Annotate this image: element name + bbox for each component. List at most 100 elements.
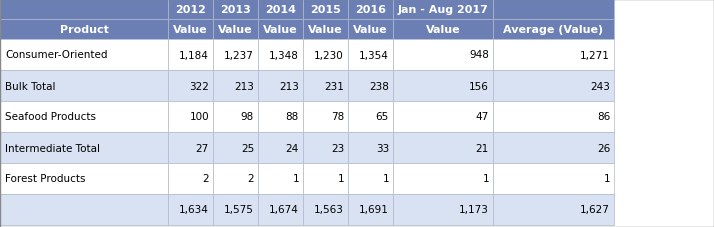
Bar: [0, 163, 168, 194]
Text: 2016: 2016: [355, 5, 386, 15]
Text: 88: 88: [286, 112, 299, 122]
Text: 78: 78: [331, 112, 344, 122]
Text: Average (Value): Average (Value): [503, 25, 603, 35]
Text: 1: 1: [338, 174, 344, 184]
Text: 2013: 2013: [220, 5, 251, 15]
Bar: [493, 0, 614, 20]
Text: 33: 33: [376, 143, 389, 153]
Text: 21: 21: [476, 143, 489, 153]
Bar: [393, 20, 493, 40]
Text: 238: 238: [369, 81, 389, 91]
Text: 156: 156: [469, 81, 489, 91]
Text: 65: 65: [376, 112, 389, 122]
Text: 100: 100: [189, 112, 209, 122]
Text: 1: 1: [292, 174, 299, 184]
Text: 1,691: 1,691: [359, 205, 389, 215]
Bar: [493, 20, 614, 40]
Bar: [0, 0, 168, 20]
Bar: [213, 0, 258, 20]
Bar: [258, 101, 303, 132]
Bar: [258, 194, 303, 225]
Bar: [0, 101, 168, 132]
Text: 1,348: 1,348: [269, 50, 299, 60]
Text: Value: Value: [174, 25, 208, 35]
Bar: [393, 163, 493, 194]
Bar: [393, 101, 493, 132]
Bar: [168, 40, 213, 71]
Text: 23: 23: [331, 143, 344, 153]
Bar: [213, 40, 258, 71]
Text: 24: 24: [286, 143, 299, 153]
Text: 2012: 2012: [175, 5, 206, 15]
Bar: [213, 20, 258, 40]
Text: Value: Value: [218, 25, 253, 35]
Text: 1,173: 1,173: [459, 205, 489, 215]
Text: 1: 1: [483, 174, 489, 184]
Text: 322: 322: [189, 81, 209, 91]
Text: Value: Value: [308, 25, 343, 35]
Bar: [258, 71, 303, 101]
Text: Value: Value: [263, 25, 298, 35]
Bar: [348, 194, 393, 225]
Bar: [0, 194, 168, 225]
Text: 1,627: 1,627: [580, 205, 610, 215]
Bar: [493, 132, 614, 163]
Text: 1,354: 1,354: [359, 50, 389, 60]
Bar: [348, 20, 393, 40]
Text: Intermediate Total: Intermediate Total: [5, 143, 100, 153]
Text: 243: 243: [590, 81, 610, 91]
Text: Bulk Total: Bulk Total: [5, 81, 56, 91]
Bar: [168, 20, 213, 40]
Bar: [213, 194, 258, 225]
Bar: [168, 0, 213, 20]
Bar: [493, 163, 614, 194]
Bar: [258, 20, 303, 40]
Text: 213: 213: [279, 81, 299, 91]
Bar: [303, 40, 348, 71]
Text: 1,237: 1,237: [224, 50, 254, 60]
Bar: [393, 71, 493, 101]
Text: 948: 948: [469, 50, 489, 60]
Bar: [393, 132, 493, 163]
Bar: [303, 20, 348, 40]
Text: 1,634: 1,634: [179, 205, 209, 215]
Bar: [0, 40, 168, 71]
Text: Consumer-Oriented: Consumer-Oriented: [5, 50, 108, 60]
Text: Product: Product: [59, 25, 109, 35]
Bar: [258, 163, 303, 194]
Text: 1: 1: [603, 174, 610, 184]
Text: Value: Value: [353, 25, 388, 35]
Text: 1,563: 1,563: [314, 205, 344, 215]
Text: 1,230: 1,230: [314, 50, 344, 60]
Bar: [393, 0, 493, 20]
Bar: [0, 71, 168, 101]
Bar: [348, 40, 393, 71]
Text: 2014: 2014: [265, 5, 296, 15]
Bar: [393, 40, 493, 71]
Bar: [493, 194, 614, 225]
Bar: [213, 132, 258, 163]
Text: 27: 27: [196, 143, 209, 153]
Bar: [493, 71, 614, 101]
Bar: [493, 40, 614, 71]
Bar: [303, 101, 348, 132]
Bar: [0, 20, 168, 40]
Bar: [213, 163, 258, 194]
Bar: [303, 0, 348, 20]
Bar: [168, 163, 213, 194]
Text: 213: 213: [234, 81, 254, 91]
Text: Forest Products: Forest Products: [5, 174, 86, 184]
Bar: [348, 71, 393, 101]
Text: Jan - Aug 2017: Jan - Aug 2017: [398, 5, 488, 15]
Text: 1,184: 1,184: [179, 50, 209, 60]
Text: 86: 86: [597, 112, 610, 122]
Bar: [168, 71, 213, 101]
Text: 47: 47: [476, 112, 489, 122]
Bar: [0, 132, 168, 163]
Text: 1,271: 1,271: [580, 50, 610, 60]
Bar: [258, 0, 303, 20]
Text: 1,575: 1,575: [224, 205, 254, 215]
Text: 1: 1: [383, 174, 389, 184]
Text: 2: 2: [247, 174, 254, 184]
Bar: [168, 194, 213, 225]
